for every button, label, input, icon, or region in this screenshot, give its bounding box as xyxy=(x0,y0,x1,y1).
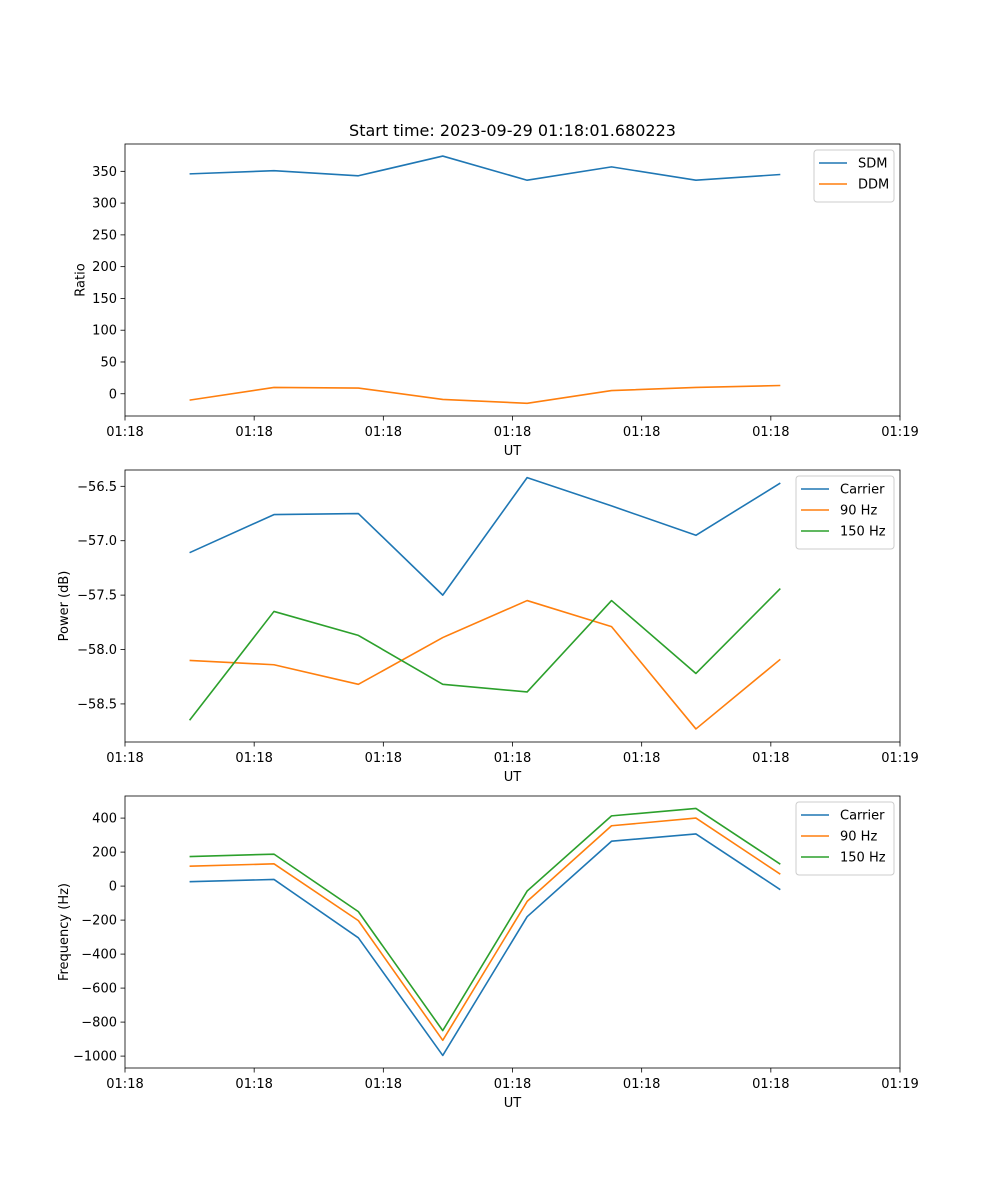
y-tick-label: 150 xyxy=(92,292,117,307)
y-axis: −1000 −800 −600 −400 −200 0 200 400 Frequency (H… xyxy=(57,812,125,1065)
y-tick-label: 0 xyxy=(109,387,117,402)
x-tick-label: 01:18 xyxy=(365,1077,402,1092)
legend-label-90-hz: 90 Hz xyxy=(840,504,877,519)
charts: 01:18 01:18 01:18 01:18 01:18 01:18 01:19 UT 0 50… xyxy=(57,143,919,1111)
x-tick-label: 01:18 xyxy=(235,1077,272,1092)
x-tick-label: 01:18 xyxy=(752,1077,789,1092)
y-axis: 0 50 100 150 200 250 300 350 Ratio xyxy=(73,165,125,402)
x-tick-label: 01:18 xyxy=(106,751,143,766)
y-axis: −58.5 −58.0 −57.5 −57.0 −56.5 Power (dB) xyxy=(57,480,125,712)
x-axis: 01:18 01:18 01:18 01:18 01:18 01:18 01:19 UT xyxy=(106,416,919,459)
y-axis-label: Frequency (Hz) xyxy=(57,883,72,981)
y-tick-label: 400 xyxy=(92,812,117,827)
legend-label-150-hz: 150 Hz xyxy=(840,525,886,540)
y-axis-label: Ratio xyxy=(73,263,88,296)
x-tick-label: 01:18 xyxy=(623,1077,660,1092)
series-line-90-hz xyxy=(189,599,781,730)
x-tick-label: 01:18 xyxy=(494,1077,531,1092)
x-tick-label: 01:19 xyxy=(881,751,918,766)
x-tick-label: 01:18 xyxy=(494,751,531,766)
series-line-150-hz xyxy=(189,807,781,1032)
legend: Carrier 90 Hz 150 Hz xyxy=(795,475,895,550)
x-tick-label: 01:18 xyxy=(494,425,531,440)
y-axis-label: Power (dB) xyxy=(57,571,72,642)
y-tick-label: 50 xyxy=(100,355,117,370)
legend-label-150-hz: 150 Hz xyxy=(840,851,886,866)
x-tick-label: 01:18 xyxy=(235,425,272,440)
legend: SDM DDM xyxy=(813,149,895,203)
legend-label-carrier: Carrier xyxy=(840,809,885,824)
x-axis: 01:18 01:18 01:18 01:18 01:18 01:18 01:19 UT xyxy=(106,742,919,785)
x-axis-label: UT xyxy=(504,1096,522,1111)
y-tick-label: −200 xyxy=(81,914,117,929)
y-tick-label: 0 xyxy=(109,880,117,895)
y-tick-label: −57.5 xyxy=(77,589,117,604)
y-tick-label: −56.5 xyxy=(77,480,117,495)
x-tick-label: 01:19 xyxy=(881,1077,918,1092)
legend-label-ddm: DDM xyxy=(858,178,889,193)
x-tick-label: 01:18 xyxy=(752,751,789,766)
y-tick-label: −600 xyxy=(81,982,117,997)
series-lines xyxy=(188,476,781,730)
legend: Carrier 90 Hz 150 Hz xyxy=(795,801,895,876)
chart-title: Start time: 2023-09-29 01:18:01.680223 xyxy=(349,121,676,140)
y-tick-label: 350 xyxy=(92,165,117,180)
x-tick-label: 01:18 xyxy=(235,751,272,766)
series-lines xyxy=(189,807,781,1057)
y-tick-label: −58.5 xyxy=(77,697,117,712)
x-axis-label: UT xyxy=(504,770,522,785)
x-tick-label: 01:18 xyxy=(752,425,789,440)
legend-label-carrier: Carrier xyxy=(840,483,885,498)
legend-label-sdm: SDM xyxy=(858,157,887,172)
x-tick-label: 01:18 xyxy=(365,425,402,440)
y-tick-label: −58.0 xyxy=(77,643,117,658)
series-line-sdm xyxy=(189,155,781,182)
y-tick-label: −57.0 xyxy=(77,534,117,549)
series-line-150-hz xyxy=(188,588,781,721)
y-tick-label: 200 xyxy=(92,846,117,861)
y-tick-label: 300 xyxy=(92,197,117,212)
panel-1: 01:18 01:18 01:18 01:18 01:18 01:18 01:19 UT 0 50… xyxy=(73,143,919,459)
x-axis: 01:18 01:18 01:18 01:18 01:18 01:18 01:19 UT xyxy=(106,1068,919,1111)
y-tick-label: 250 xyxy=(92,228,117,243)
y-tick-label: −400 xyxy=(81,948,117,963)
x-tick-label: 01:18 xyxy=(106,1077,143,1092)
series-lines xyxy=(189,155,781,405)
y-tick-label: −1000 xyxy=(73,1050,117,1065)
y-tick-label: 200 xyxy=(92,260,117,275)
x-tick-label: 01:19 xyxy=(881,425,918,440)
series-line-carrier xyxy=(189,476,781,596)
legend-label-90-hz: 90 Hz xyxy=(840,830,877,845)
series-line-carrier xyxy=(189,833,781,1057)
panel-3: 01:18 01:18 01:18 01:18 01:18 01:18 01:19 UT −10… xyxy=(57,795,919,1111)
series-line-90-hz xyxy=(189,817,781,1042)
y-tick-label: 100 xyxy=(92,324,117,339)
x-tick-label: 01:18 xyxy=(365,751,402,766)
y-tick-label: −800 xyxy=(81,1016,117,1031)
x-tick-label: 01:18 xyxy=(623,751,660,766)
x-axis-label: UT xyxy=(504,444,522,459)
x-tick-label: 01:18 xyxy=(623,425,660,440)
x-tick-label: 01:18 xyxy=(106,425,143,440)
series-line-ddm xyxy=(189,384,781,405)
panel-2: 01:18 01:18 01:18 01:18 01:18 01:18 01:19 UT −58… xyxy=(57,469,919,785)
